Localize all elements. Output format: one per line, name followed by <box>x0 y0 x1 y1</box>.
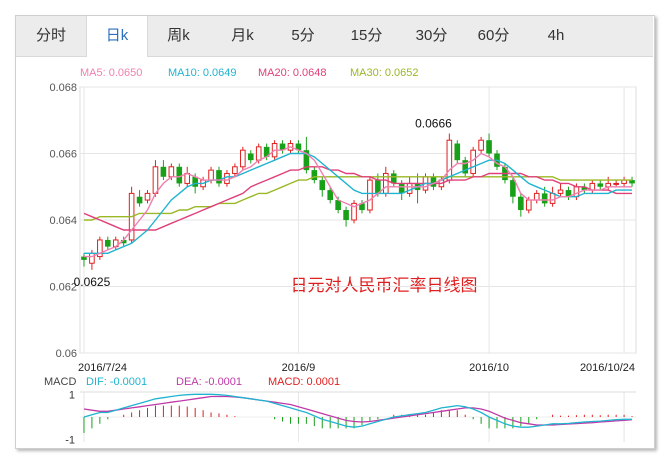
candle-body-up <box>557 189 564 194</box>
ma-legend-item: MA5: 0.0650 <box>80 67 142 79</box>
candle-body-up <box>549 192 556 204</box>
candle-body-down <box>398 183 405 194</box>
candle-body-up <box>478 139 484 151</box>
tab-0[interactable]: 分时 <box>35 27 66 44</box>
y-tick-label: 0.06 <box>56 348 77 360</box>
candle-body-up <box>406 182 413 194</box>
candle-body-down <box>486 140 492 154</box>
ma10-line <box>84 152 632 255</box>
candle-body-down <box>311 170 318 181</box>
ma30-line <box>84 176 632 221</box>
candle-body-down <box>597 183 604 187</box>
macd-y-tick-label: -1 <box>65 435 75 447</box>
tab-4[interactable]: 5分 <box>291 27 315 44</box>
macd-legend-item: DEA: -0.0001 <box>176 376 242 388</box>
candle-body-up <box>446 139 453 181</box>
candle-body-up <box>232 166 238 174</box>
candle-body-down <box>565 190 572 197</box>
candle-body-down <box>303 150 310 171</box>
candle-body-down <box>390 173 397 184</box>
tab-3[interactable]: 月k <box>231 27 254 44</box>
y-tick-label: 0.066 <box>49 149 77 161</box>
candle-body-down <box>295 143 302 151</box>
tab-2[interactable]: 周k <box>167 27 190 44</box>
dea-line <box>83 395 633 426</box>
candle-body-down <box>462 160 469 174</box>
candle-body-up <box>184 172 191 184</box>
candle-body-up <box>208 169 214 181</box>
ma-legend-item: MA20: 0.0648 <box>258 67 327 79</box>
candle-body-down <box>136 196 143 204</box>
candle-body-up <box>533 192 540 201</box>
candle-body-up <box>255 146 262 161</box>
tab-5[interactable]: 15分 <box>350 27 383 44</box>
candle-body-up <box>573 186 580 198</box>
candle-body-up <box>144 192 151 201</box>
tab-7[interactable]: 60分 <box>477 27 510 44</box>
macd-legend-item: DIF: -0.0001 <box>86 376 147 388</box>
candle-body-down <box>120 239 127 244</box>
tab-6[interactable]: 30分 <box>415 27 448 44</box>
candle-body-up <box>224 172 230 184</box>
candle-body-down <box>319 180 326 191</box>
candle-body-down <box>81 256 87 260</box>
candle-body-up <box>613 182 619 185</box>
price-annotation: 0.0625 <box>74 275 111 289</box>
candle-body-up <box>152 166 159 194</box>
candle-body-down <box>263 146 270 157</box>
ma-legend-item: MA30: 0.0652 <box>350 67 419 79</box>
macd-y-tick-label: 1 <box>69 389 75 401</box>
candle-body-down <box>105 239 111 247</box>
candle-body-down <box>335 200 341 211</box>
macd-legend-item: MACD: 0.0001 <box>268 376 340 388</box>
ma5-line <box>84 146 632 258</box>
y-tick-label: 0.068 <box>49 82 77 94</box>
candle-body-up <box>470 149 476 174</box>
candle-body-down <box>454 143 461 161</box>
candle-body-down <box>216 170 222 184</box>
candle-body-down <box>327 190 333 201</box>
candle-body-down <box>518 196 524 211</box>
candle-body-down <box>510 180 516 197</box>
candle-body-down <box>343 210 349 220</box>
price-annotation: 0.0666 <box>415 117 452 131</box>
candle-body-down <box>541 193 548 204</box>
candle-body-down <box>192 176 198 187</box>
candle-body-up <box>351 202 357 221</box>
ma-legend-item: MA10: 0.0649 <box>168 67 237 79</box>
x-tick-label: 2016/10/24 <box>580 362 635 374</box>
dif-line <box>83 393 632 428</box>
candle-body-down <box>581 186 588 191</box>
y-tick-label: 0.062 <box>49 282 77 294</box>
candle-body-down <box>247 153 254 161</box>
candle-body-down <box>629 180 635 184</box>
candle-body-up <box>525 199 532 211</box>
candle-body-down <box>176 166 183 184</box>
candle-body-down <box>279 143 286 151</box>
x-tick-label: 2016/7/24 <box>78 362 127 374</box>
candle-body-down <box>160 166 167 177</box>
candle-body-down <box>430 176 437 187</box>
candle-body-up <box>97 239 103 258</box>
candle-body-up <box>168 166 175 178</box>
candle-body-up <box>89 252 95 264</box>
macd-legend-item: MACD <box>44 376 76 388</box>
candle-body-down <box>375 180 381 194</box>
y-tick-label: 0.064 <box>49 215 77 227</box>
tab-1[interactable]: 日k <box>86 16 148 57</box>
candle-body-up <box>240 149 246 168</box>
period-tab-bar: 分时 日k 周k 月k 5分 15分 30分 60分 4h <box>16 16 653 57</box>
tab-8[interactable]: 4h <box>547 27 565 44</box>
candle-body-up <box>367 179 373 211</box>
chart-title: 日元对人民币汇率日线图 <box>291 276 478 295</box>
candle-body-down <box>359 203 365 211</box>
ma20-line <box>83 166 632 231</box>
x-tick-label: 2016/9 <box>282 362 316 374</box>
x-tick-label: 2016/10 <box>469 362 509 374</box>
